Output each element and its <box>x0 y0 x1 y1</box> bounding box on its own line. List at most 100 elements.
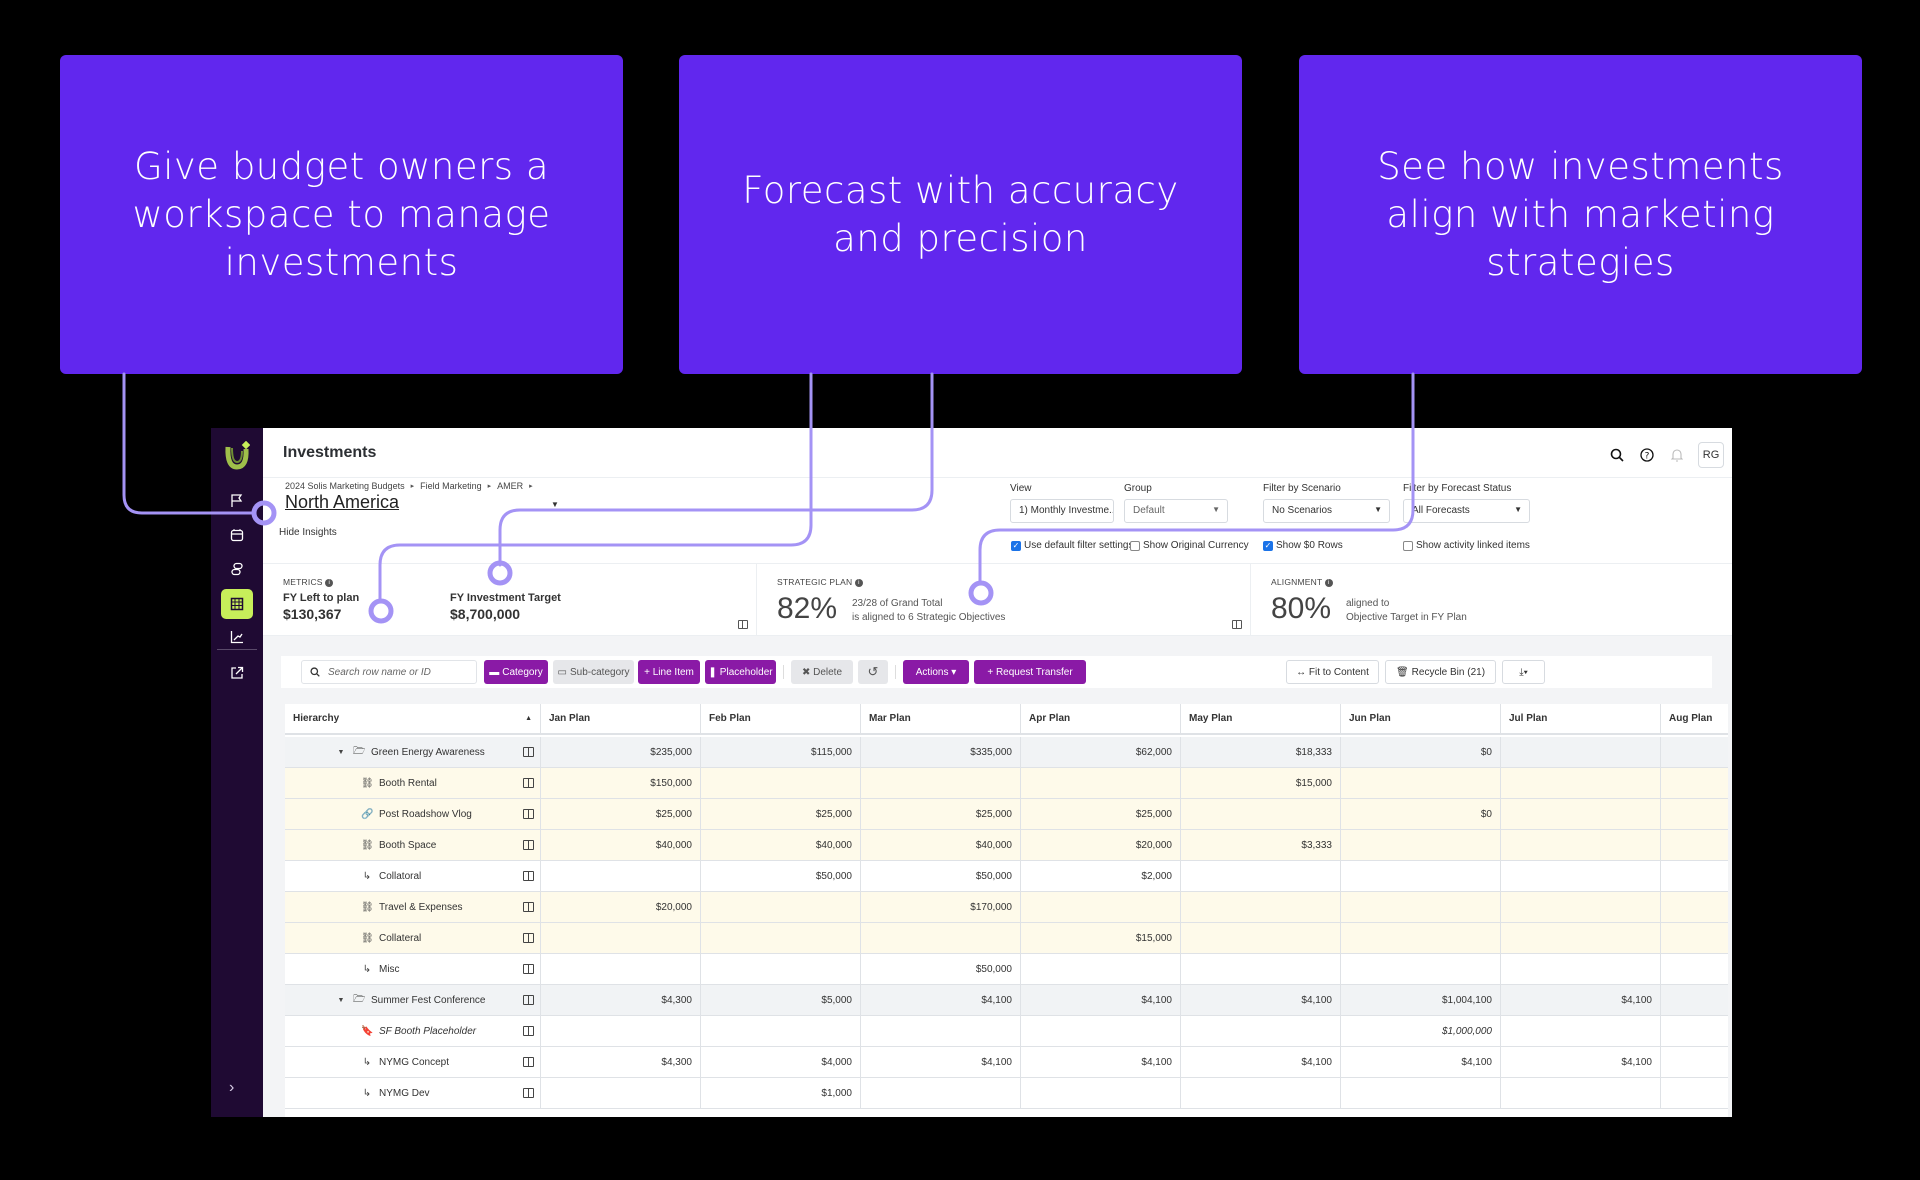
user-avatar[interactable]: RG <box>1698 442 1724 468</box>
month-value-cell[interactable]: $1,000 <box>701 1078 861 1108</box>
table-row[interactable]: ⛓ Booth Space $40,000 $40,000 $40,000 $20,000… <box>285 830 1728 861</box>
month-value-cell[interactable]: $115,000 <box>701 737 861 767</box>
column-header-hierarchy[interactable]: Hierarchy ▲ <box>285 704 541 733</box>
month-value-cell[interactable]: $4,100 <box>1501 1047 1661 1077</box>
month-value-cell[interactable] <box>1661 985 1721 1015</box>
month-value-cell[interactable] <box>701 923 861 953</box>
month-value-cell[interactable] <box>1661 954 1721 984</box>
month-value-cell[interactable] <box>1181 1016 1341 1046</box>
info-icon[interactable]: i <box>325 578 334 587</box>
row-detail-columns-icon[interactable] <box>523 871 534 881</box>
month-value-cell[interactable] <box>701 954 861 984</box>
month-value-cell[interactable] <box>1501 1016 1661 1046</box>
recycle-bin-button[interactable]: 🗑 Recycle Bin (21) <box>1385 660 1496 684</box>
month-value-cell[interactable]: $4,300 <box>541 1047 701 1077</box>
month-value-cell[interactable] <box>1021 1016 1181 1046</box>
hierarchy-cell[interactable]: ↳ NYMG Dev <box>285 1078 541 1108</box>
month-value-cell[interactable]: $50,000 <box>861 954 1021 984</box>
month-value-cell[interactable]: $4,100 <box>1181 1047 1341 1077</box>
month-value-cell[interactable] <box>1661 737 1721 767</box>
month-value-cell[interactable]: $1,000,000 <box>1341 1016 1501 1046</box>
column-header-jan[interactable]: Jan Plan <box>541 704 701 733</box>
column-header-apr[interactable]: Apr Plan <box>1021 704 1181 733</box>
flag-icon[interactable] <box>224 488 250 514</box>
month-value-cell[interactable] <box>1501 892 1661 922</box>
entity-title[interactable]: North America <box>285 492 400 512</box>
table-row[interactable]: ⛓ Travel & Expenses $20,000 $170,000 <box>285 892 1728 923</box>
hierarchy-cell[interactable]: ▼ 🗁 Green Energy Awareness <box>285 737 541 767</box>
month-value-cell[interactable] <box>861 1078 1021 1108</box>
hierarchy-cell[interactable]: ⛓ Booth Rental <box>285 768 541 798</box>
month-value-cell[interactable] <box>1181 861 1341 891</box>
category-row[interactable]: ▼ 🗁 Green Energy Awareness $235,000 $115,000… <box>285 737 1728 768</box>
row-detail-columns-icon[interactable] <box>523 1057 534 1067</box>
month-value-cell[interactable]: $50,000 <box>861 861 1021 891</box>
bell-icon[interactable] <box>1668 446 1686 464</box>
breadcrumb-item[interactable]: Field Marketing <box>420 481 482 491</box>
row-detail-columns-icon[interactable] <box>523 1026 534 1036</box>
use-default-filter-checkbox[interactable]: ✓ Use default filter settings <box>1011 540 1134 551</box>
month-value-cell[interactable] <box>861 768 1021 798</box>
collapse-caret-icon[interactable]: ▼ <box>337 748 345 756</box>
month-value-cell[interactable] <box>1341 768 1501 798</box>
month-value-cell[interactable]: $5,000 <box>701 985 861 1015</box>
month-value-cell[interactable]: $62,000 <box>1021 737 1181 767</box>
month-value-cell[interactable]: $170,000 <box>861 892 1021 922</box>
month-value-cell[interactable] <box>1661 768 1721 798</box>
month-value-cell[interactable] <box>861 923 1021 953</box>
search-input[interactable]: Search row name or ID <box>301 660 477 684</box>
row-detail-columns-icon[interactable] <box>523 840 534 850</box>
month-value-cell[interactable]: $15,000 <box>1181 768 1341 798</box>
column-header-aug[interactable]: Aug Plan <box>1669 713 1713 724</box>
chart-growth-icon[interactable] <box>224 624 250 650</box>
month-value-cell[interactable] <box>1501 830 1661 860</box>
row-detail-columns-icon[interactable] <box>523 933 534 943</box>
category-row[interactable]: ▼ 🗁 Summer Fest Conference $4,300 $5,000 $4,1… <box>285 985 1728 1016</box>
month-value-cell[interactable]: $4,000 <box>701 1047 861 1077</box>
month-value-cell[interactable] <box>1501 923 1661 953</box>
table-row[interactable]: ↳ Misc $50,000 <box>285 954 1728 985</box>
month-value-cell[interactable]: $40,000 <box>701 830 861 860</box>
hierarchy-cell[interactable]: ⛓ Collateral <box>285 923 541 953</box>
show-zero-rows-checkbox[interactable]: ✓ Show $0 Rows <box>1263 540 1343 551</box>
panel-columns-icon[interactable] <box>738 620 748 629</box>
group-select[interactable]: Default ▼ <box>1124 499 1228 523</box>
hierarchy-cell[interactable]: ⛓ Travel & Expenses <box>285 892 541 922</box>
month-value-cell[interactable] <box>1661 830 1721 860</box>
month-value-cell[interactable] <box>541 923 701 953</box>
month-value-cell[interactable] <box>701 1016 861 1046</box>
month-value-cell[interactable]: $40,000 <box>861 830 1021 860</box>
sidebar-expand-chevron-icon[interactable]: › <box>229 1079 235 1096</box>
breadcrumb-item[interactable]: AMER <box>497 481 524 491</box>
month-value-cell[interactable] <box>1661 923 1721 953</box>
hierarchy-cell[interactable]: ↳ NYMG Concept <box>285 1047 541 1077</box>
download-dropdown-button[interactable]: ⤓▾ <box>1502 660 1545 684</box>
month-value-cell[interactable] <box>701 892 861 922</box>
month-value-cell[interactable]: $1,004,100 <box>1341 985 1501 1015</box>
month-value-cell[interactable] <box>1661 861 1721 891</box>
month-value-cell[interactable] <box>1661 892 1721 922</box>
table-row[interactable]: ⛓ Collateral $15,000 <box>285 923 1728 954</box>
month-value-cell[interactable]: $4,100 <box>1341 1047 1501 1077</box>
table-row[interactable]: ↳ NYMG Concept $4,300 $4,000 $4,100 $4,100 $4,… <box>285 1047 1728 1078</box>
row-detail-columns-icon[interactable] <box>523 1088 534 1098</box>
month-value-cell[interactable]: $25,000 <box>701 799 861 829</box>
month-value-cell[interactable]: $50,000 <box>701 861 861 891</box>
stack-icon[interactable] <box>224 556 250 582</box>
calendar-icon[interactable] <box>224 522 250 548</box>
month-value-cell[interactable] <box>1021 768 1181 798</box>
row-detail-columns-icon[interactable] <box>523 964 534 974</box>
month-value-cell[interactable] <box>1501 799 1661 829</box>
month-value-cell[interactable] <box>1501 737 1661 767</box>
breadcrumb-item[interactable]: 2024 Solis Marketing Budgets <box>285 481 405 491</box>
column-header-may[interactable]: May Plan <box>1181 704 1341 733</box>
month-value-cell[interactable] <box>541 954 701 984</box>
month-value-cell[interactable] <box>1341 923 1501 953</box>
hierarchy-cell[interactable]: ↳ Misc <box>285 954 541 984</box>
month-value-cell[interactable] <box>1341 830 1501 860</box>
show-activity-linked-checkbox[interactable]: Show activity linked items <box>1403 540 1530 551</box>
table-row[interactable]: 🔗 Post Roadshow Vlog $25,000 $25,000 $25,000… <box>285 799 1728 830</box>
actions-dropdown-button[interactable]: Actions ▾ <box>903 660 969 684</box>
month-value-cell[interactable] <box>1501 768 1661 798</box>
info-icon[interactable]: i <box>1324 578 1333 587</box>
